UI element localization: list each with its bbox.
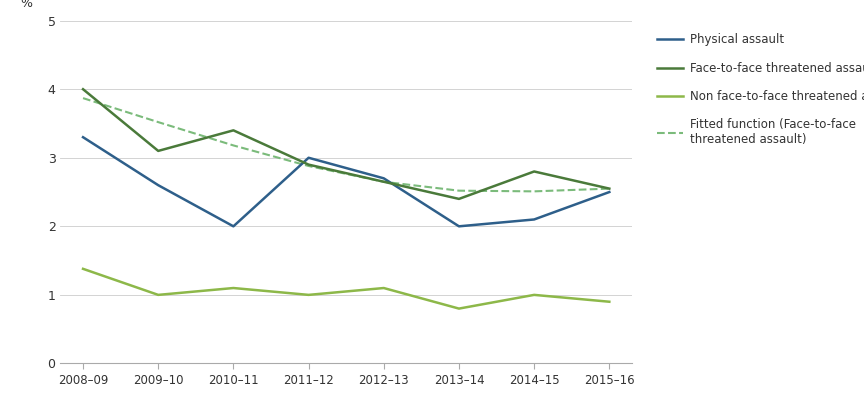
Legend: Physical assault, Face-to-face threatened assault, Non face-to-face threatened a: Physical assault, Face-to-face threatene…	[658, 33, 864, 147]
Text: %: %	[21, 0, 33, 10]
